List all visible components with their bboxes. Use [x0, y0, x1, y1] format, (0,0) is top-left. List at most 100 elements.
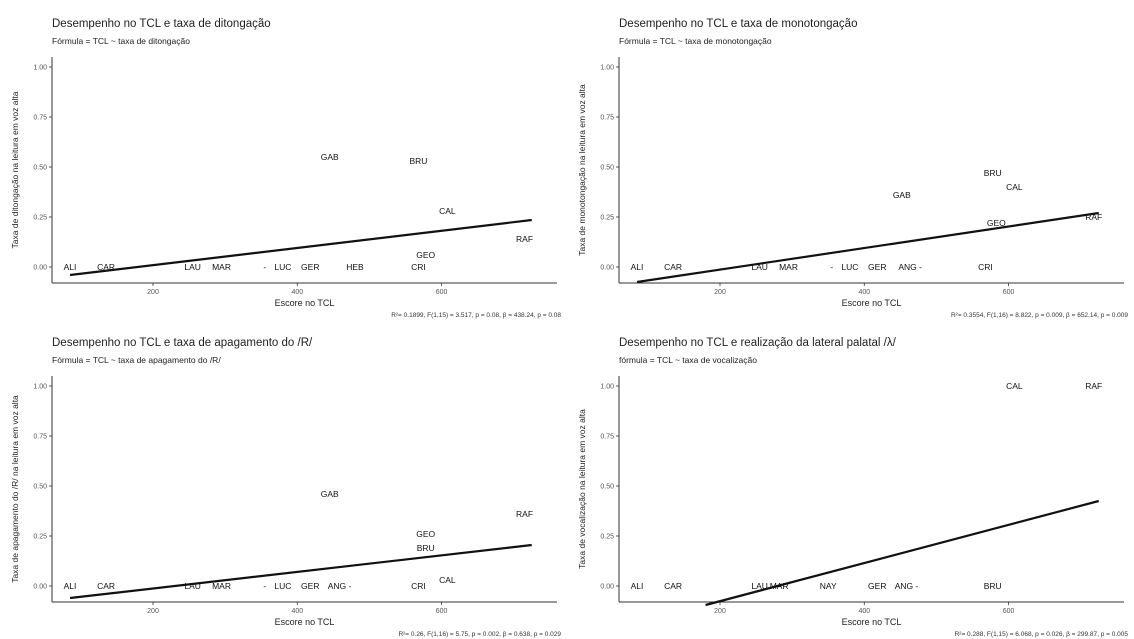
- x-tick-label: 600: [1003, 289, 1015, 296]
- y-tick-label: 0.25: [600, 534, 614, 541]
- y-tick-label: 0.75: [600, 434, 614, 441]
- x-tick-label: 600: [436, 289, 448, 296]
- regression-line: [69, 543, 532, 600]
- regression-line: [69, 218, 532, 277]
- point-label: CAL: [1006, 182, 1023, 192]
- chart-svg-ditongacao: Desempenho no TCL e taxa de ditongação Fó…: [10, 18, 561, 319]
- point-label: CAR: [97, 262, 115, 272]
- x-tick-label: 400: [858, 289, 870, 296]
- y-tick-label: 0.25: [33, 215, 47, 222]
- y-tick-label: 0.75: [33, 115, 47, 122]
- y-tick-label: 1.00: [600, 384, 614, 391]
- point-label: BRU: [984, 581, 1002, 591]
- point-label: HEB: [346, 262, 364, 272]
- point-label: GAB: [321, 152, 339, 162]
- point-label: -: [830, 262, 833, 272]
- point-label: ALI: [64, 262, 77, 272]
- y-tick-label: 0.75: [33, 434, 47, 441]
- point-label: CAR: [664, 581, 682, 591]
- x-tick-label: 600: [1003, 608, 1015, 615]
- x-axis-label: Escore no TCL: [275, 298, 335, 308]
- point-label: CAR: [97, 581, 115, 591]
- point-label: LAU: [184, 262, 201, 272]
- stats-caption: R²= 0.288, F(1,15) = 6.068, p = 0.026, β…: [955, 631, 1129, 638]
- point-label: NAY: [820, 581, 837, 591]
- point-label: RAF: [1085, 212, 1102, 222]
- point-label: -: [263, 262, 266, 272]
- point-label: -: [263, 581, 266, 591]
- point-label: GER: [868, 581, 886, 591]
- point-label: LUC: [274, 262, 291, 272]
- point-label: CRI: [411, 262, 426, 272]
- x-axis-label: Escore no TCL: [842, 298, 902, 308]
- point-label: ANG: [895, 581, 913, 591]
- y-tick-label: 0.75: [600, 115, 614, 122]
- point-label: BRU: [984, 168, 1002, 178]
- chart-svg-vocalizacao: Desempenho no TCL e realização da latera…: [577, 337, 1129, 638]
- y-tick-label: 1.00: [600, 65, 614, 72]
- point-label: CRI: [978, 262, 993, 272]
- y-tick-label: 0.50: [33, 165, 47, 172]
- point-label: LAU: [751, 581, 768, 591]
- stats-caption: R²= 0.1899, F(1,15) = 3.517, p = 0.08, β…: [391, 312, 561, 319]
- point-label: MAR: [779, 262, 798, 272]
- y-axis-label: Taxa de vocalização na leitura em voz al…: [577, 409, 587, 569]
- point-label: GAB: [893, 190, 911, 200]
- x-tick-label: 400: [858, 608, 870, 615]
- point-label: GEO: [416, 250, 435, 260]
- chart-svg-monotongacao: Desempenho no TCL e taxa de monotongação…: [577, 18, 1128, 319]
- chart-subtitle: fórmula = TCL ~ taxa de vocalização: [619, 355, 757, 365]
- y-axis-label: Taxa de monotongação na leitura em voz a…: [577, 84, 587, 256]
- y-tick-label: 0.25: [600, 215, 614, 222]
- chart-title: Desempenho no TCL e taxa de apagamento d…: [52, 337, 313, 349]
- x-tick-label: 200: [147, 289, 159, 296]
- y-tick-label: 0.00: [33, 265, 47, 272]
- chart-title: Desempenho no TCL e taxa de ditongação: [52, 18, 271, 30]
- point-label: GEO: [416, 529, 435, 539]
- point-label: BRU: [417, 543, 435, 553]
- y-tick-label: 1.00: [33, 384, 47, 391]
- point-label: LAU: [751, 262, 768, 272]
- chart-subtitle: Fórmula = TCL ~ taxa de apagamento do /R…: [52, 355, 221, 365]
- y-tick-label: 0.50: [600, 484, 614, 491]
- point-label: ANG: [898, 262, 916, 272]
- point-label: ANG: [328, 581, 346, 591]
- point-label: GER: [301, 581, 319, 591]
- point-label: RAF: [516, 234, 533, 244]
- point-label: LUC: [274, 581, 291, 591]
- point-label: MAR: [212, 581, 231, 591]
- regression-line: [636, 211, 1099, 284]
- point-label: ALI: [631, 262, 644, 272]
- x-axis-label: Escore no TCL: [275, 617, 335, 627]
- chart-svg-apagamento: Desempenho no TCL e taxa de apagamento d…: [10, 337, 561, 638]
- x-axis-label: Escore no TCL: [842, 617, 902, 627]
- point-label: BRU: [410, 156, 428, 166]
- point-label: LUC: [841, 262, 858, 272]
- x-tick-label: 400: [291, 608, 303, 615]
- y-tick-label: 0.00: [600, 584, 614, 591]
- regression-line: [705, 499, 1100, 607]
- point-label: MAR: [212, 262, 231, 272]
- point-label: CAL: [439, 206, 456, 216]
- point-label: MAR: [770, 581, 789, 591]
- y-tick-label: 1.00: [33, 65, 47, 72]
- chart-title: Desempenho no TCL e taxa de monotongação: [619, 18, 857, 30]
- point-label: CAR: [664, 262, 682, 272]
- y-axis-label: Taxa de apagamento do /R/ na leitura em …: [10, 395, 20, 583]
- x-tick-label: 200: [147, 608, 159, 615]
- point-label: ALI: [631, 581, 644, 591]
- point-label: RAF: [1085, 381, 1102, 391]
- chart-panel-apagamento: Desempenho no TCL e taxa de apagamento d…: [0, 319, 567, 638]
- point-label: CAL: [1006, 381, 1023, 391]
- point-label: GEO: [987, 218, 1006, 228]
- chart-panel-vocalizacao: Desempenho no TCL e realização da latera…: [567, 319, 1134, 638]
- y-tick-label: 0.00: [33, 584, 47, 591]
- point-label: -: [919, 262, 922, 272]
- y-tick-label: 0.50: [600, 165, 614, 172]
- x-tick-label: 200: [714, 608, 726, 615]
- chart-subtitle: Fórmula = TCL ~ taxa de ditongação: [52, 36, 190, 46]
- point-label: -: [349, 581, 352, 591]
- point-label: GAB: [321, 489, 339, 499]
- stats-caption: R²= 0.26, F(1,16) = 5.75, p = 0.002, β =…: [398, 631, 561, 638]
- x-tick-label: 400: [291, 289, 303, 296]
